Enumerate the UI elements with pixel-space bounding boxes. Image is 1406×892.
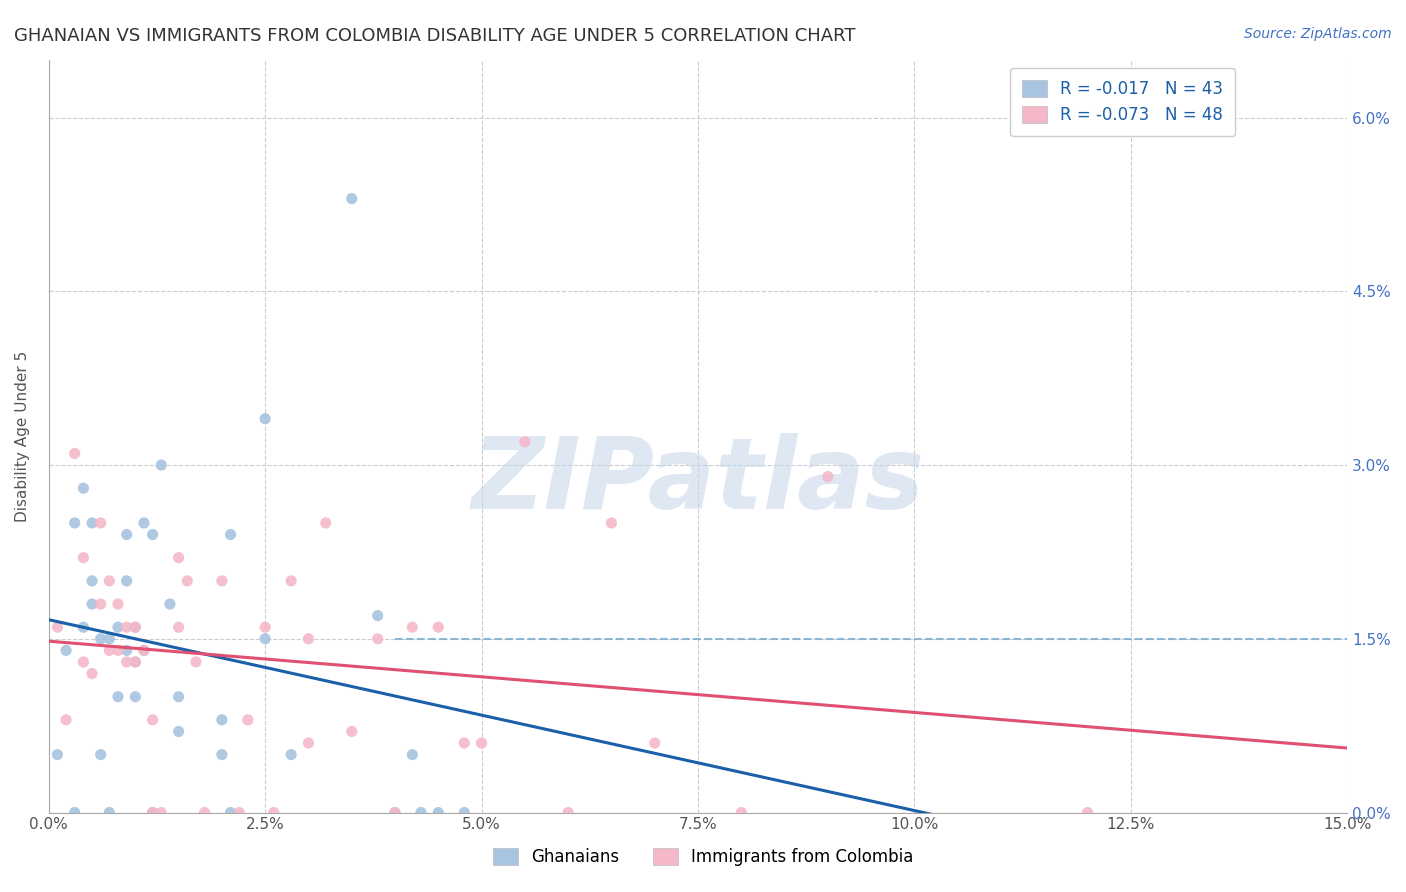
Point — [280, 747, 302, 762]
Point — [211, 713, 233, 727]
Point — [132, 643, 155, 657]
Point — [72, 620, 94, 634]
Point — [142, 527, 165, 541]
Point — [513, 434, 536, 449]
Point — [98, 574, 121, 588]
Point — [340, 724, 363, 739]
Point — [46, 620, 69, 634]
Point — [401, 747, 423, 762]
Point — [340, 192, 363, 206]
Point — [115, 620, 138, 634]
Point — [367, 632, 389, 646]
Point — [176, 574, 198, 588]
Point — [193, 805, 215, 820]
Point — [254, 632, 277, 646]
Point — [72, 481, 94, 495]
Point — [211, 747, 233, 762]
Point — [167, 550, 190, 565]
Point — [384, 805, 406, 820]
Point — [72, 655, 94, 669]
Point — [817, 469, 839, 483]
Point — [98, 643, 121, 657]
Point — [401, 620, 423, 634]
Point — [124, 620, 146, 634]
Point — [453, 736, 475, 750]
Point — [409, 805, 432, 820]
Point — [150, 805, 173, 820]
Point — [219, 805, 242, 820]
Point — [124, 620, 146, 634]
Point — [254, 411, 277, 425]
Point — [159, 597, 181, 611]
Point — [471, 736, 494, 750]
Point — [427, 620, 450, 634]
Point — [184, 655, 207, 669]
Point — [80, 574, 103, 588]
Point — [730, 805, 752, 820]
Point — [427, 805, 450, 820]
Point — [63, 516, 86, 530]
Point — [115, 527, 138, 541]
Point — [557, 805, 579, 820]
Point — [98, 805, 121, 820]
Point — [384, 805, 406, 820]
Point — [600, 516, 623, 530]
Point — [80, 516, 103, 530]
Point — [46, 747, 69, 762]
Point — [132, 643, 155, 657]
Point — [132, 516, 155, 530]
Point — [297, 736, 319, 750]
Point — [228, 805, 250, 820]
Point — [80, 597, 103, 611]
Point — [167, 690, 190, 704]
Legend: Ghanaians, Immigrants from Colombia: Ghanaians, Immigrants from Colombia — [485, 840, 921, 875]
Point — [115, 574, 138, 588]
Point — [167, 620, 190, 634]
Point — [367, 608, 389, 623]
Point — [142, 713, 165, 727]
Point — [90, 747, 112, 762]
Point — [72, 550, 94, 565]
Point — [453, 805, 475, 820]
Point — [150, 458, 173, 472]
Y-axis label: Disability Age Under 5: Disability Age Under 5 — [15, 351, 30, 522]
Point — [98, 632, 121, 646]
Point — [142, 805, 165, 820]
Point — [124, 655, 146, 669]
Point — [236, 713, 259, 727]
Point — [211, 574, 233, 588]
Text: GHANAIAN VS IMMIGRANTS FROM COLOMBIA DISABILITY AGE UNDER 5 CORRELATION CHART: GHANAIAN VS IMMIGRANTS FROM COLOMBIA DIS… — [14, 27, 856, 45]
Point — [167, 724, 190, 739]
Point — [124, 655, 146, 669]
Point — [115, 643, 138, 657]
Point — [90, 632, 112, 646]
Point — [107, 643, 129, 657]
Point — [315, 516, 337, 530]
Point — [107, 690, 129, 704]
Point — [63, 446, 86, 460]
Point — [254, 620, 277, 634]
Point — [63, 805, 86, 820]
Point — [90, 516, 112, 530]
Legend: R = -0.017   N = 43, R = -0.073   N = 48: R = -0.017 N = 43, R = -0.073 N = 48 — [1011, 68, 1234, 136]
Point — [55, 713, 77, 727]
Point — [115, 655, 138, 669]
Point — [80, 666, 103, 681]
Point — [297, 632, 319, 646]
Point — [263, 805, 285, 820]
Point — [644, 736, 666, 750]
Point — [107, 597, 129, 611]
Point — [280, 574, 302, 588]
Point — [142, 805, 165, 820]
Text: Source: ZipAtlas.com: Source: ZipAtlas.com — [1244, 27, 1392, 41]
Point — [1077, 805, 1099, 820]
Point — [107, 620, 129, 634]
Point — [55, 643, 77, 657]
Point — [90, 597, 112, 611]
Point — [124, 690, 146, 704]
Text: ZIPatlas: ZIPatlas — [471, 433, 925, 530]
Point — [219, 527, 242, 541]
